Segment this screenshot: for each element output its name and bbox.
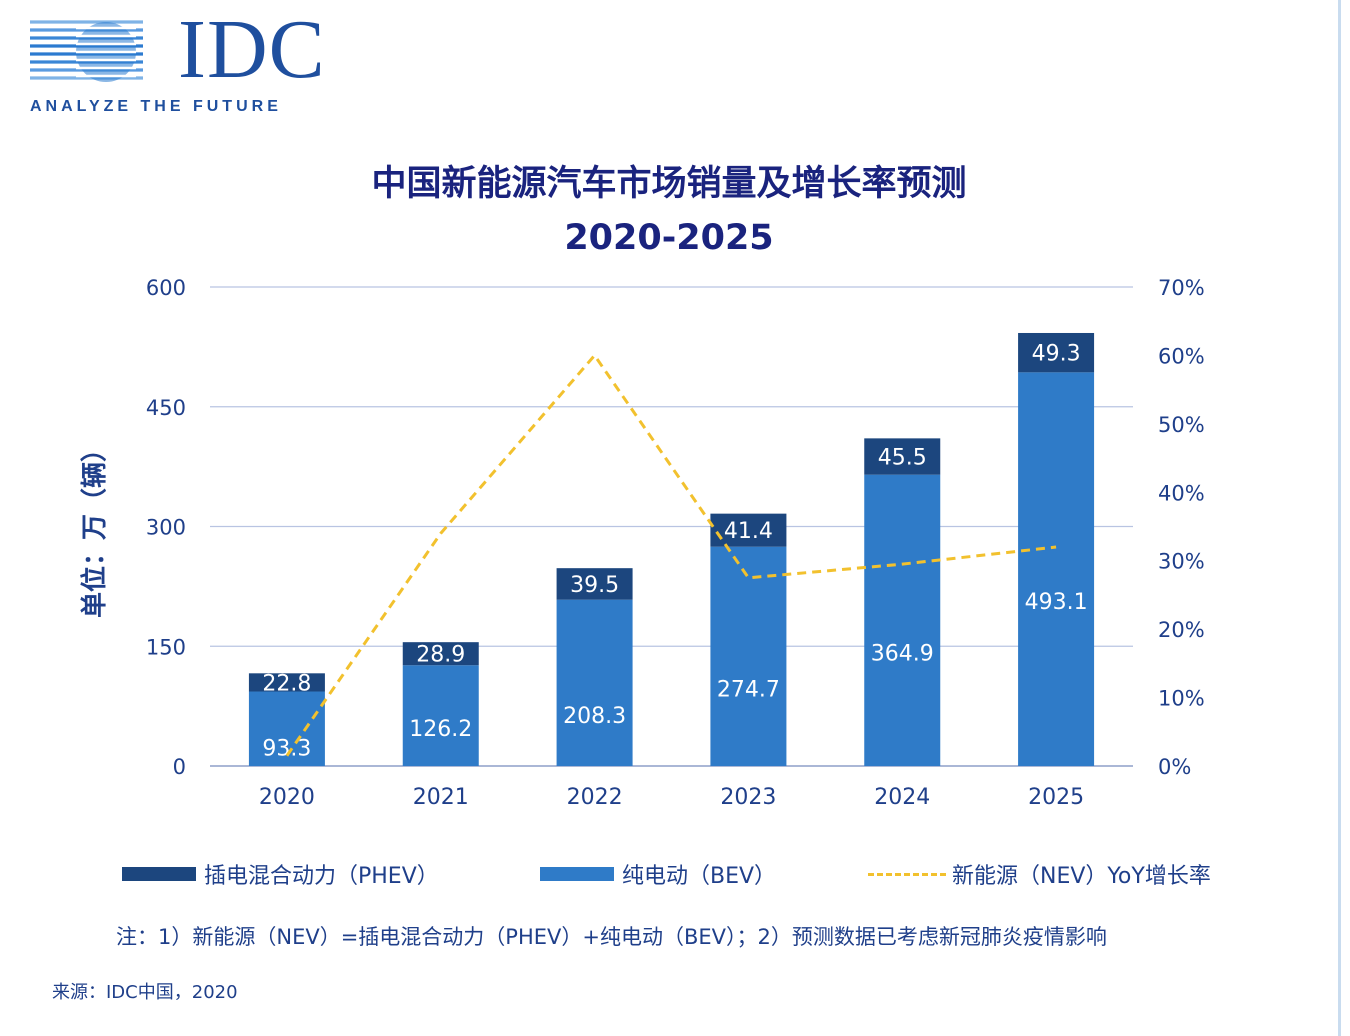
- bar-bev: [556, 599, 633, 766]
- bar-phev: [1018, 332, 1095, 373]
- legend: 插电混合动力（PHEV） 纯电动（BEV） 新能源（NEV）YoY增长率: [0, 858, 1338, 894]
- stacked-bar-chart: 0 150 300 450 600 0% 10% 20% 30% 40% 50% 60% 70% 单位：万…: [79, 276, 1205, 810]
- footnote: 注：1）新能源（NEV）=插电混合动力（PHEV）+纯电动（BEV）；2）预测数…: [116, 925, 1107, 949]
- source-text: 来源：IDC中国，2020: [52, 982, 238, 1003]
- data-label-bev: 493.1: [1025, 590, 1088, 615]
- x-tick-label: 2023: [720, 785, 776, 810]
- y2-tick-label: 50%: [1158, 413, 1205, 437]
- data-label-phev: 39.5: [570, 573, 619, 598]
- line-nev-growth: [285, 352, 1057, 757]
- data-label-bev: 208.3: [563, 704, 626, 729]
- bar-phev: [864, 438, 941, 475]
- y-tick-label: 300: [146, 516, 186, 540]
- legend-swatch-bev: [540, 867, 614, 881]
- y2-tick-label: 30%: [1158, 550, 1205, 574]
- data-label-phev: 41.4: [724, 519, 773, 544]
- y-tick-label: 150: [146, 635, 186, 659]
- y2-tick-label: 20%: [1158, 618, 1205, 642]
- data-label-bev: 93.3: [262, 737, 311, 762]
- bar-phev: [710, 513, 787, 547]
- legend-item-bev: 纯电动（BEV）: [540, 858, 776, 890]
- bar-bev: [864, 474, 941, 766]
- y-axis-label: 单位：万（辆）: [79, 436, 110, 618]
- legend-swatch-nev: [868, 872, 946, 876]
- y2-tick-label: 0%: [1158, 755, 1191, 779]
- y-tick-label: 600: [146, 276, 186, 300]
- data-label-phev: 49.3: [1032, 342, 1081, 367]
- data-label-bev: 126.2: [409, 717, 472, 742]
- bar-bev: [710, 546, 787, 766]
- y2-tick-label: 60%: [1158, 344, 1205, 368]
- bar-phev: [556, 568, 633, 600]
- chart-subtitle: 2020-2025: [564, 218, 774, 258]
- data-label-phev: 45.5: [878, 446, 927, 471]
- x-tick-label: 2021: [413, 785, 469, 810]
- data-label-phev: 28.9: [416, 643, 465, 668]
- x-tick-label: 2022: [567, 785, 623, 810]
- legend-label-nev: 新能源（NEV）YoY增长率: [952, 864, 1211, 889]
- logo-tagline: ANALYZE THE FUTURE: [30, 98, 282, 115]
- x-tick-label: 2025: [1028, 785, 1084, 810]
- bar-bev: [1018, 372, 1095, 766]
- bar-bev: [402, 665, 479, 766]
- data-label-bev: 274.7: [717, 677, 780, 702]
- bar-phev: [248, 673, 325, 692]
- data-label-bev: 364.9: [871, 641, 934, 666]
- legend-label-bev: 纯电动（BEV）: [622, 864, 777, 889]
- y-tick-label: 450: [146, 396, 186, 420]
- legend-label-phev: 插电混合动力（PHEV）: [204, 864, 439, 889]
- frame-border: [1338, 0, 1341, 1036]
- logo-brand: IDC: [178, 3, 326, 96]
- y2-tick-label: 40%: [1158, 481, 1205, 505]
- legend-item-phev: 插电混合动力（PHEV）: [122, 858, 439, 890]
- y2-tick-label: 70%: [1158, 276, 1205, 300]
- x-tick-label: 2020: [259, 785, 315, 810]
- globe-icon: [30, 20, 143, 82]
- x-tick-label: 2024: [874, 785, 930, 810]
- chart-title: 中国新能源汽车市场销量及增长率预测: [371, 164, 967, 204]
- y2-tick-label: 10%: [1158, 687, 1205, 711]
- bar-phev: [402, 642, 479, 666]
- legend-item-nev: 新能源（NEV）YoY增长率: [868, 858, 1211, 890]
- y-tick-label: 0: [173, 755, 186, 779]
- legend-swatch-phev: [122, 867, 196, 881]
- data-label-phev: 22.8: [262, 671, 311, 696]
- idc-logo: IDC ANALYZE THE FUTURE: [28, 8, 325, 124]
